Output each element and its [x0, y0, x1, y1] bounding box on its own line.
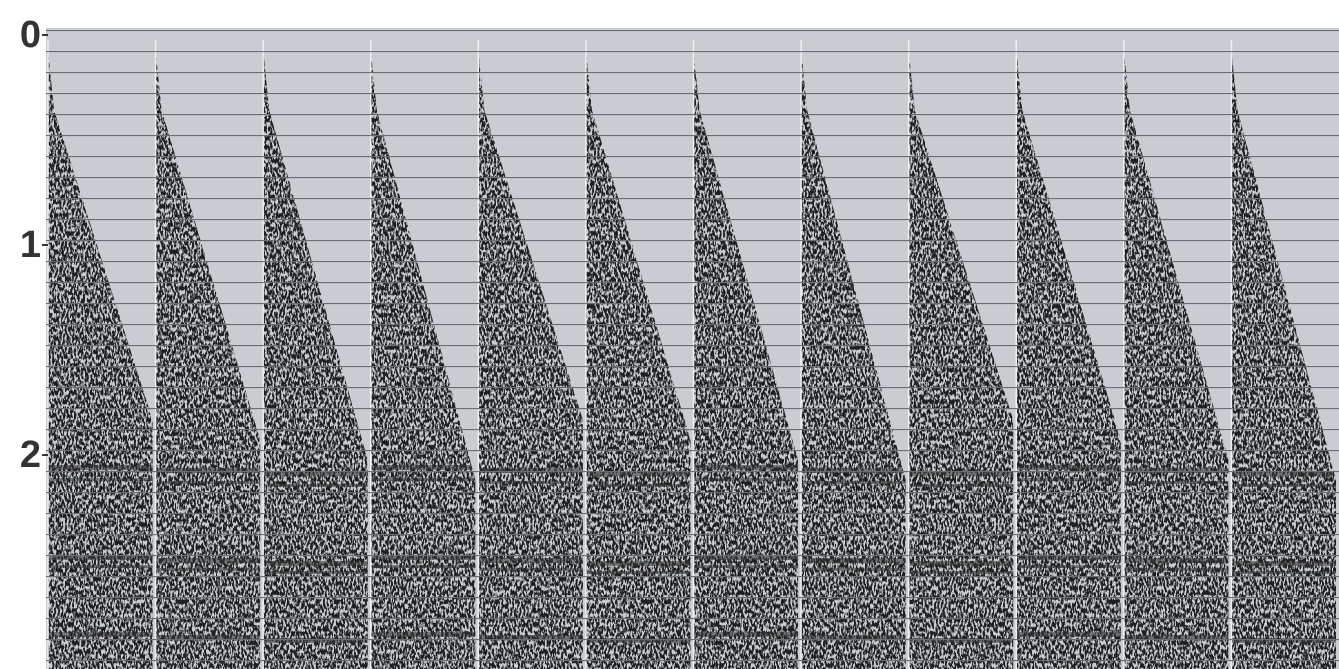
y-tick-label: 2 [20, 434, 41, 476]
y-axis: 0 1 2 [20, 14, 48, 476]
timing-lines [46, 28, 1339, 669]
y-tick-label: 1 [20, 224, 41, 266]
y-tick-label: 0 [20, 14, 41, 56]
seismic-chart: 0 1 2 [0, 0, 1339, 669]
